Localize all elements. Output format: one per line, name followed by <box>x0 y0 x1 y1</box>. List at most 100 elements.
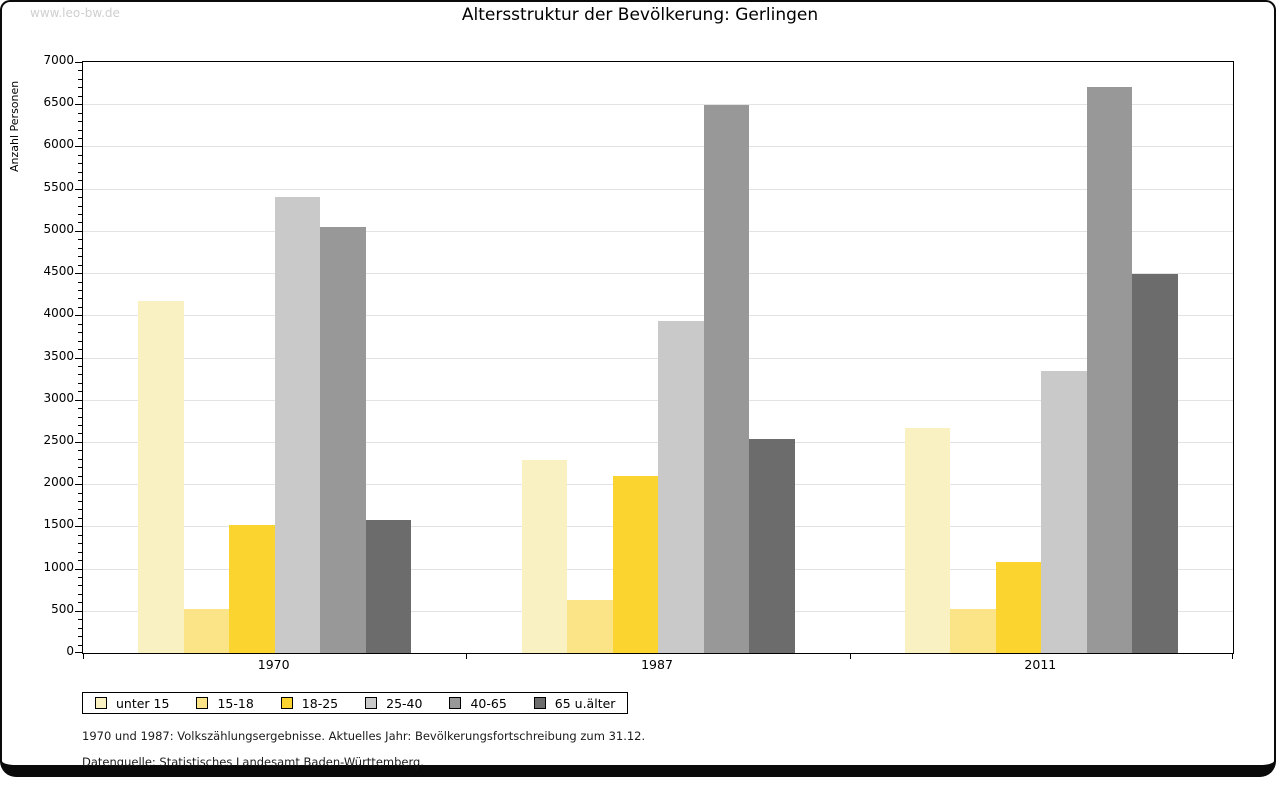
y-axis-major-tick <box>75 357 83 359</box>
bar <box>612 475 658 653</box>
legend-item: unter 15 <box>95 696 169 711</box>
y-tick-label: 4500 <box>43 264 74 279</box>
y-axis-minor-tick <box>78 129 83 131</box>
y-axis-major-tick <box>75 315 83 317</box>
bar <box>950 609 996 653</box>
legend-item: 15-18 <box>196 695 254 711</box>
y-axis-minor-tick <box>78 517 83 519</box>
bar <box>995 561 1042 653</box>
legend-label: 15-18 <box>217 695 254 711</box>
y-axis-minor-tick <box>78 458 83 460</box>
gridline <box>83 230 1233 232</box>
y-axis-major-tick <box>75 441 83 443</box>
bar <box>567 599 613 653</box>
legend-item: 18-25 <box>280 695 339 711</box>
y-axis-minor-tick <box>78 340 83 342</box>
y-axis-minor-tick <box>78 492 83 494</box>
y-axis-minor-tick <box>78 425 83 427</box>
bar <box>1086 87 1133 653</box>
gridline <box>83 146 1233 148</box>
y-axis-minor-tick <box>78 408 83 410</box>
y-tick-label: 1500 <box>43 517 74 532</box>
y-axis-major-tick <box>75 568 83 570</box>
y-axis-minor-tick <box>78 323 83 325</box>
y-axis-minor-tick <box>78 78 83 80</box>
y-axis-major-tick <box>75 230 83 232</box>
y-tick-label: 3000 <box>43 390 74 405</box>
y-axis-minor-tick <box>78 332 83 334</box>
bar <box>521 459 567 653</box>
y-axis-minor-tick <box>78 213 83 215</box>
legend-swatch <box>533 697 546 709</box>
y-axis-minor-tick <box>78 509 83 511</box>
y-tick-label: 5500 <box>43 179 74 194</box>
y-axis-minor-tick <box>78 95 83 97</box>
bar <box>365 520 412 653</box>
y-tick-label: 2500 <box>43 432 74 447</box>
y-axis-minor-tick <box>78 247 83 249</box>
bar <box>138 300 184 653</box>
x-axis-tick <box>83 654 84 659</box>
legend-item: 40-65 <box>449 695 507 711</box>
gridline <box>83 188 1233 190</box>
legend-swatch <box>95 697 107 709</box>
legend-item: 65 u.älter <box>533 695 616 711</box>
bar <box>1132 273 1178 653</box>
bar <box>183 609 230 653</box>
legend-swatch <box>196 697 209 709</box>
bar <box>904 428 951 653</box>
watermark: www.leo-bw.de <box>30 6 120 20</box>
y-axis-minor-tick <box>78 87 83 89</box>
x-category-label: 1970 <box>257 657 290 672</box>
legend-item: 25-40 <box>365 696 422 711</box>
y-axis-minor-tick <box>78 577 83 578</box>
y-axis-minor-tick <box>78 365 83 367</box>
y-axis-minor-tick <box>78 593 83 595</box>
y-axis-minor-tick <box>78 256 83 258</box>
y-axis-minor-tick <box>78 636 83 638</box>
y-axis-minor-tick <box>78 391 83 393</box>
plot-area <box>75 61 1234 659</box>
y-tick-label: 6500 <box>43 95 74 110</box>
y-axis-major-tick <box>75 652 83 653</box>
legend-label: unter 15 <box>116 695 170 711</box>
y-tick-label: 5000 <box>43 221 74 236</box>
y-axis-major-tick <box>75 399 83 401</box>
y-axis-minor-tick <box>78 306 83 308</box>
y-axis-minor-tick <box>78 467 83 469</box>
y-axis-minor-tick <box>78 112 83 114</box>
y-axis-minor-tick <box>78 619 83 621</box>
y-axis-major-tick <box>75 610 83 612</box>
legend-swatch <box>365 697 378 709</box>
y-axis-minor-tick <box>78 501 83 503</box>
legend-label: 40-65 <box>470 695 507 711</box>
y-axis-minor-tick <box>78 180 83 182</box>
y-axis-minor-tick <box>78 281 83 283</box>
bar <box>274 197 321 653</box>
y-axis-major-tick <box>75 273 83 275</box>
y-axis-minor-tick <box>78 416 83 418</box>
y-axis-minor-tick <box>78 222 83 224</box>
x-category-label: 1987 <box>641 657 673 672</box>
y-axis-minor-tick <box>78 137 83 139</box>
legend-label: 65 u.älter <box>554 695 616 711</box>
y-axis-minor-tick <box>78 154 83 156</box>
legend: unter 15 15-18 18-25 25-40 40-65 65 u.älter <box>82 692 629 714</box>
y-axis-major-tick <box>75 146 83 148</box>
y-axis-major-tick <box>75 484 83 486</box>
x-category-label: 2011 <box>1024 657 1057 672</box>
y-axis-major-tick <box>75 62 83 63</box>
legend-swatch <box>449 697 462 709</box>
y-axis-minor-tick <box>78 602 83 604</box>
y-tick-label: 0 <box>66 644 74 658</box>
gridline <box>83 315 1233 317</box>
y-tick-label: 1000 <box>43 559 74 574</box>
y-axis-minor-tick <box>78 239 83 241</box>
legend-swatch <box>280 697 293 709</box>
y-tick-label: 3500 <box>43 348 74 363</box>
y-axis-minor-tick <box>78 205 83 207</box>
x-axis-tick <box>466 654 468 659</box>
y-axis-minor-tick <box>78 644 83 646</box>
y-tick-label: 6000 <box>43 137 74 152</box>
legend-label: 18-25 <box>301 695 339 711</box>
